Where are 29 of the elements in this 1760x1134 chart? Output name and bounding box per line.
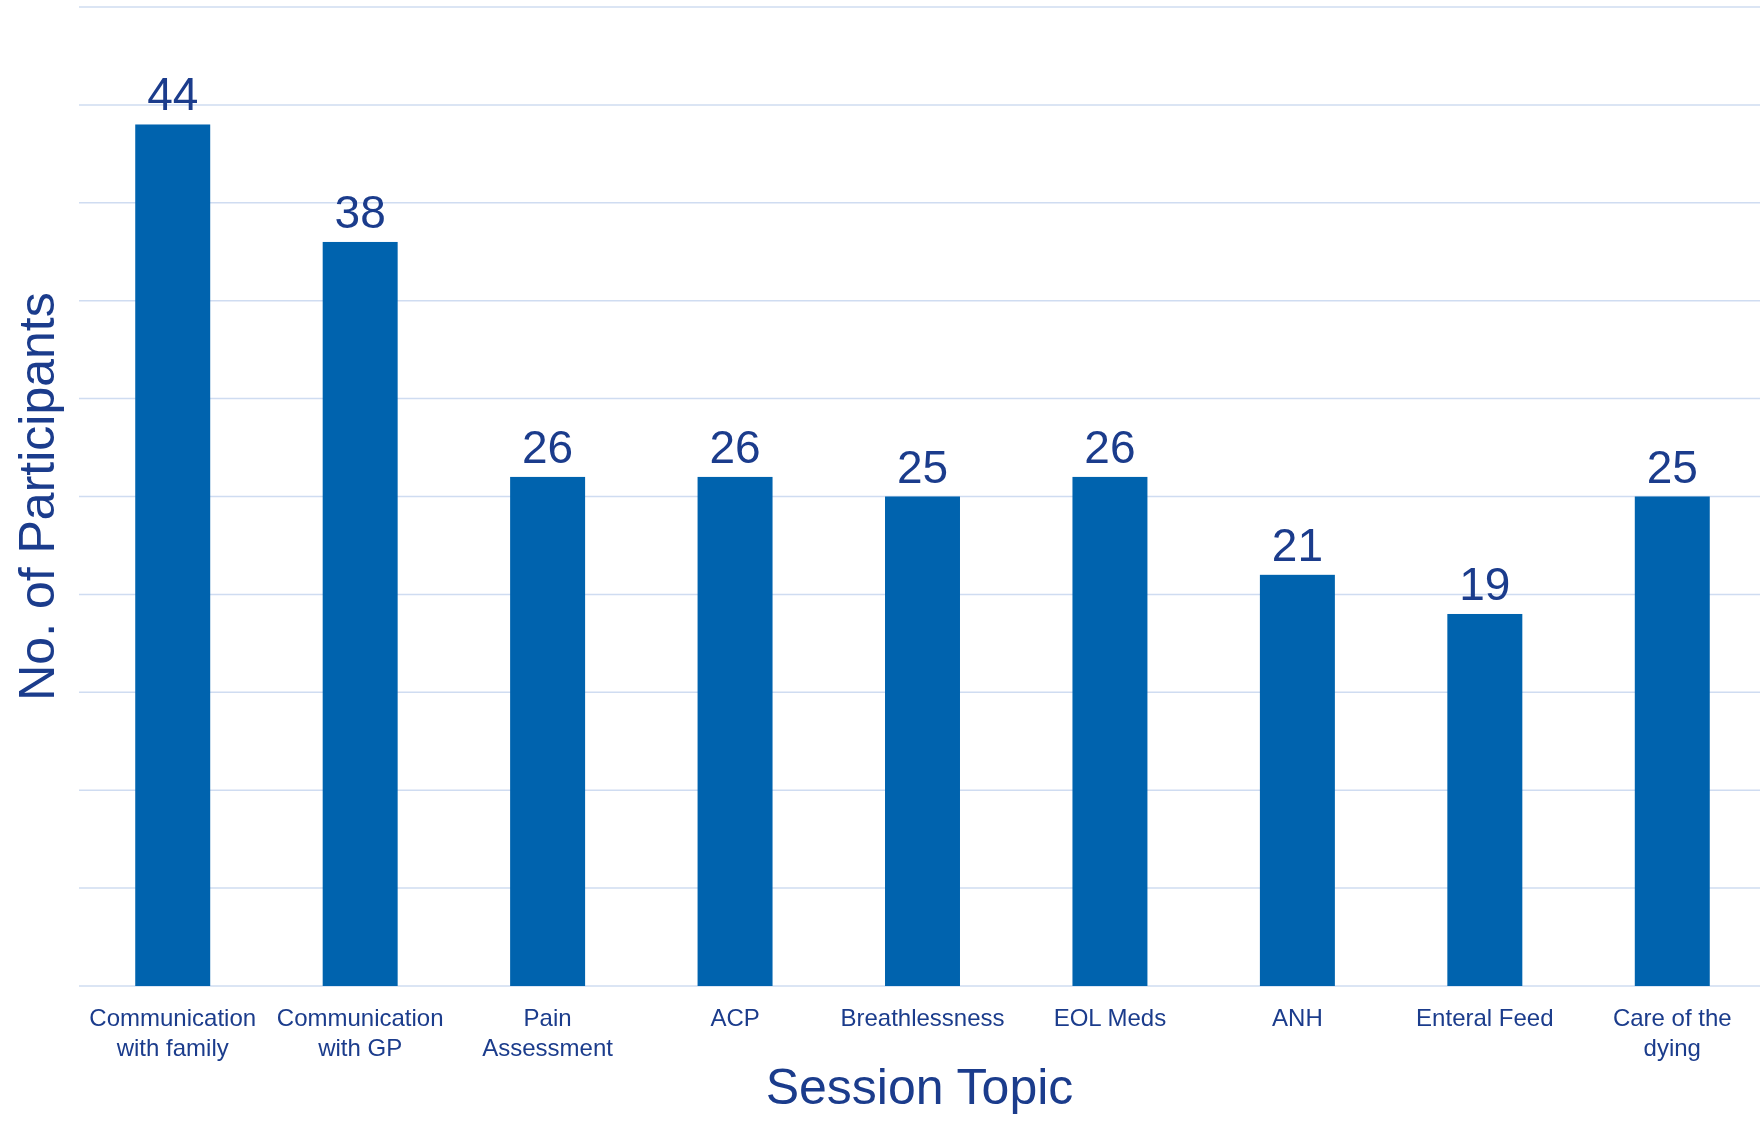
bar [1259, 574, 1335, 986]
bar [1072, 476, 1148, 986]
data-label: 25 [896, 440, 949, 493]
bar [322, 241, 398, 986]
bar [1447, 613, 1523, 986]
data-label: 25 [1646, 440, 1698, 493]
x-tick-label: Breathlessness [840, 1004, 1005, 1031]
data-label: 26 [1084, 420, 1136, 473]
x-tick-label: Communication with family [89, 1004, 257, 1061]
x-tick-label: Enteral Feed [1416, 1004, 1554, 1031]
x-tick-label: EOL Meds [1053, 1004, 1167, 1031]
y-axis-title: No. of Participants [9, 292, 65, 701]
bar [697, 476, 773, 986]
x-axis-title: Session Topic [765, 1059, 1074, 1115]
data-label: 44 [147, 68, 199, 121]
x-tick-label: ACP [710, 1004, 760, 1031]
data-label: 19 [1459, 557, 1511, 610]
x-tick-label: ANH [1272, 1004, 1323, 1031]
data-label: 38 [334, 185, 386, 238]
bar [885, 496, 960, 986]
bar [510, 476, 586, 986]
data-label: 26 [709, 420, 761, 473]
x-tick-label: Pain Assessment [482, 1004, 614, 1061]
bar [1634, 496, 1710, 986]
data-label: 21 [1271, 518, 1323, 571]
x-tick-label: Care of the dying [1612, 1004, 1732, 1061]
bar [135, 124, 211, 986]
data-label: 26 [522, 420, 574, 473]
x-tick-label: Communication with GP [276, 1004, 444, 1061]
